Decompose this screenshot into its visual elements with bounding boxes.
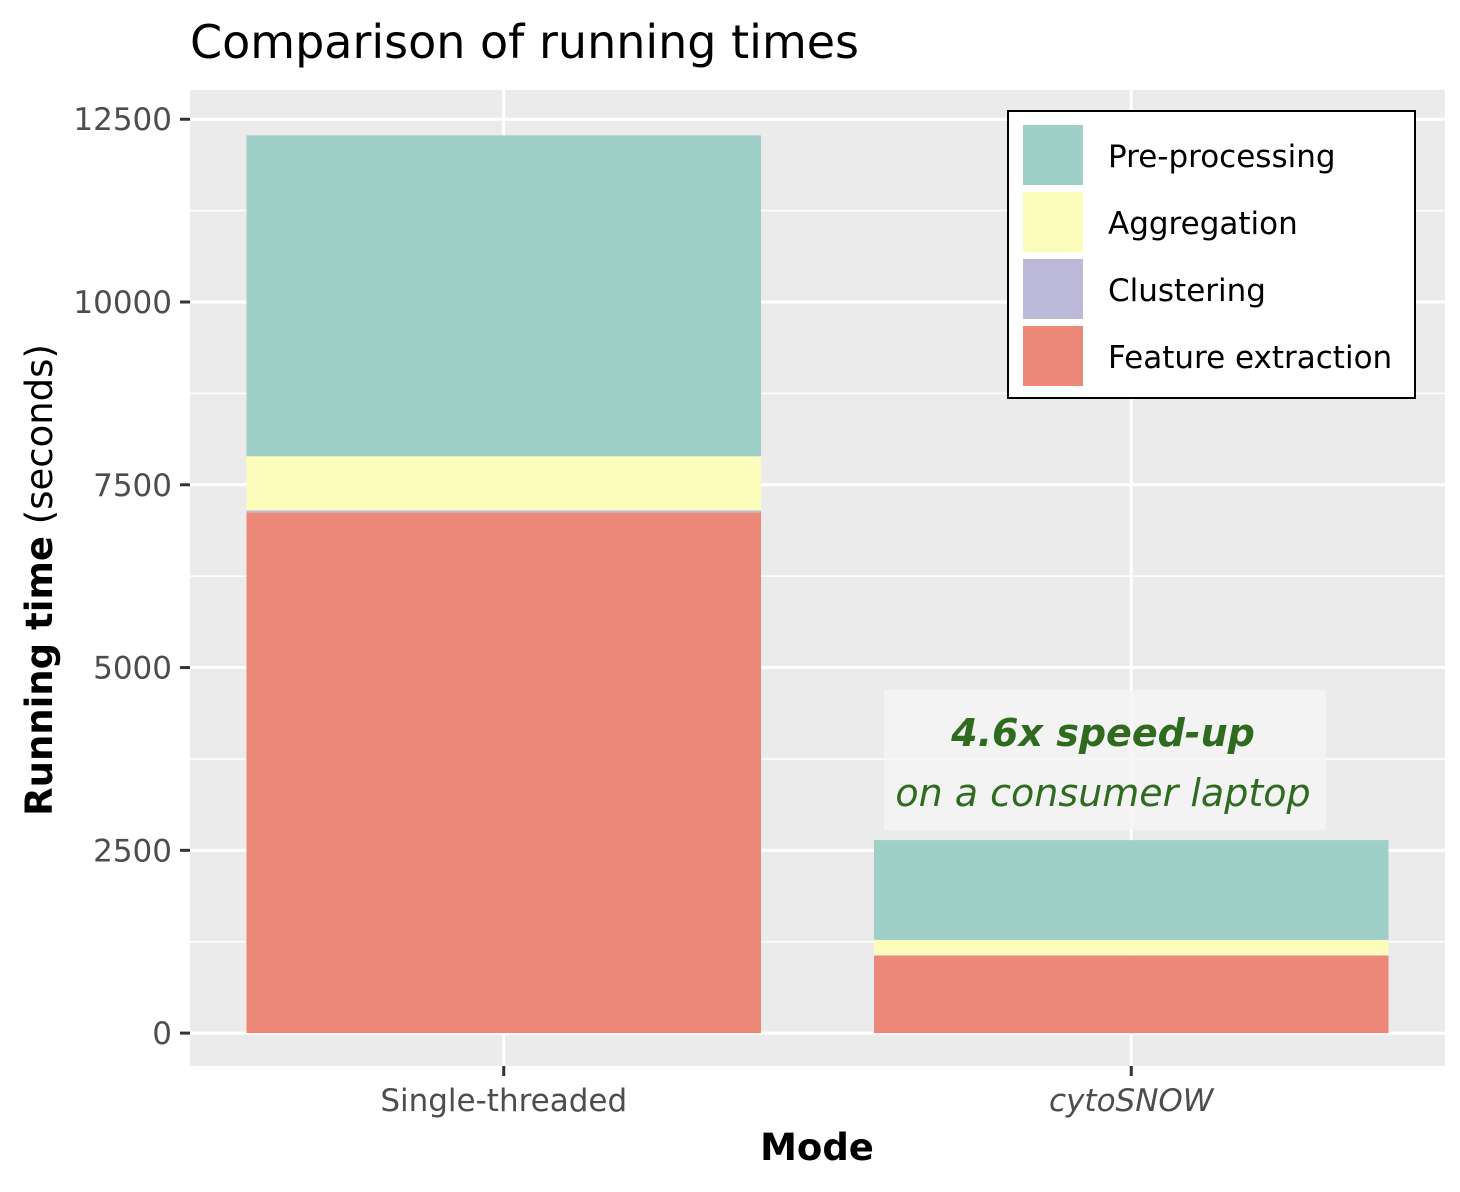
y-tick-label: 0	[152, 1016, 172, 1052]
x-tick-label: Single-threaded	[380, 1083, 627, 1119]
legend-label: Clustering	[1108, 273, 1266, 309]
x-axis: Single-threaded cytoSNOW	[380, 1066, 1215, 1119]
bar-segment-feature-extraction	[246, 512, 762, 1034]
legend-label: Feature extraction	[1108, 340, 1392, 376]
bar-segment-pre-processing	[873, 840, 1389, 940]
y-axis-title-bold: Running time	[18, 536, 61, 816]
y-tick-label: 7500	[93, 468, 172, 504]
bar-segment-aggregation	[873, 939, 1389, 956]
bar-segment-feature-extraction	[873, 955, 1389, 1034]
y-tick-label: 10000	[73, 285, 172, 321]
x-axis-title: Mode	[760, 1126, 874, 1169]
legend-swatch	[1021, 123, 1085, 187]
legend-label: Aggregation	[1108, 206, 1298, 242]
annotation-subline: on a consumer laptop	[895, 771, 1310, 815]
y-tick-label: 12500	[73, 102, 172, 138]
legend-swatch	[1021, 257, 1085, 321]
speedup-annotation: 4.6x speed-up on a consumer laptop	[884, 690, 1326, 830]
legend-swatch	[1021, 190, 1085, 254]
annotation-headline: 4.6x speed-up	[950, 711, 1255, 755]
annotation-background	[884, 690, 1326, 830]
bar-segment-clustering	[246, 510, 762, 513]
x-tick-label: cytoSNOW	[1049, 1083, 1215, 1119]
y-axis-title: Running time (seconds)	[18, 344, 61, 816]
y-tick-label: 5000	[93, 651, 172, 687]
bar-segment-aggregation	[246, 456, 762, 511]
y-axis: 0 2500 5000 7500 10000 12500	[73, 102, 190, 1052]
bar-segment-pre-processing	[246, 135, 762, 457]
legend: Pre-processing Aggregation Clustering Featu…	[1007, 110, 1416, 399]
bars	[246, 135, 1389, 1034]
y-axis-title-unit: (seconds)	[18, 344, 61, 536]
chart-title: Comparison of running times	[190, 15, 859, 69]
legend-swatch	[1021, 324, 1085, 388]
legend-label: Pre-processing	[1108, 139, 1336, 175]
y-tick-label: 2500	[93, 833, 172, 869]
